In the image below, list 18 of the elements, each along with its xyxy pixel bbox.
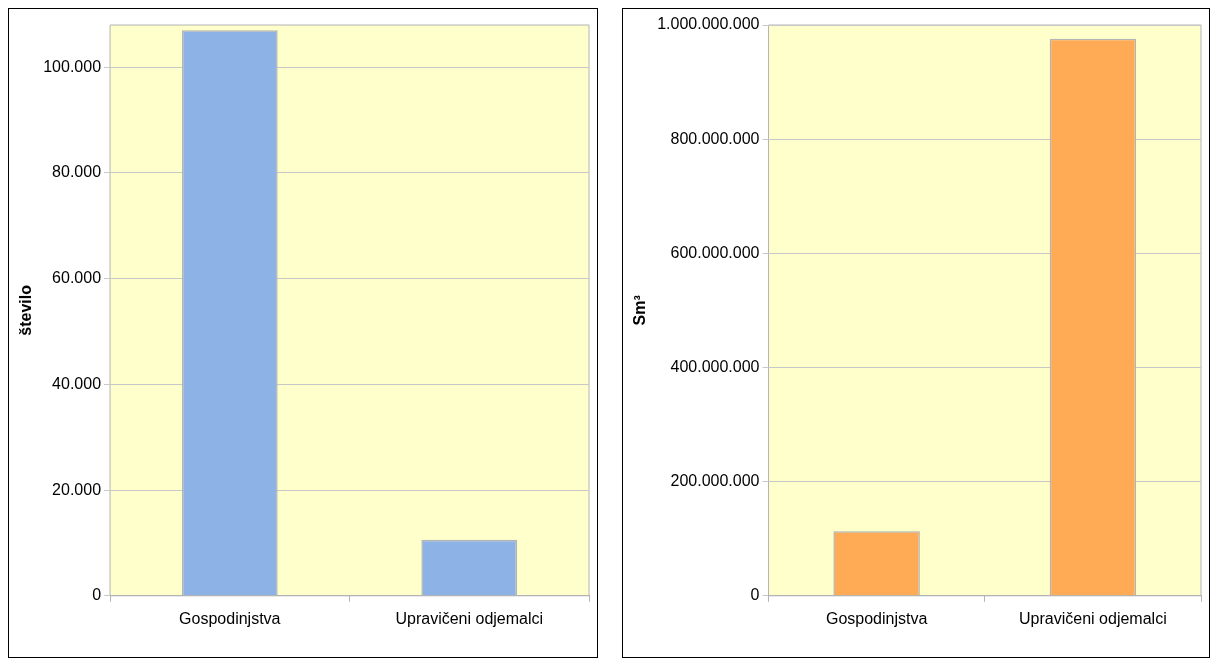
y-tick-label: 0 [92,586,102,604]
y-tick-label: 100.000 [43,57,102,75]
y-axis-title: Sm³ [631,295,649,326]
y-tick-label: 400.000.000 [670,357,760,375]
y-tick-label: 40.000 [52,374,102,392]
y-tick-label: 800.000.000 [670,129,760,147]
y-tick-label: 60.000 [52,269,102,287]
y-tick-label: 80.000 [52,163,102,181]
y-tick-label: 20.000 [52,480,102,498]
x-tick-label: Upravičeni odjemalci [395,609,544,627]
y-axis-title: število [17,284,35,336]
y-tick-label: 200.000.000 [670,472,760,490]
x-tick-label: Gospodinjstva [179,609,281,627]
x-tick-label: Gospodinjstva [825,609,928,627]
x-tick-label: Upravičeni odjemalci [1019,609,1167,627]
y-tick-label: 1.000.000.000 [657,15,760,33]
y-tick-label: 0 [750,586,760,604]
y-tick-label: 600.000.000 [670,243,760,261]
